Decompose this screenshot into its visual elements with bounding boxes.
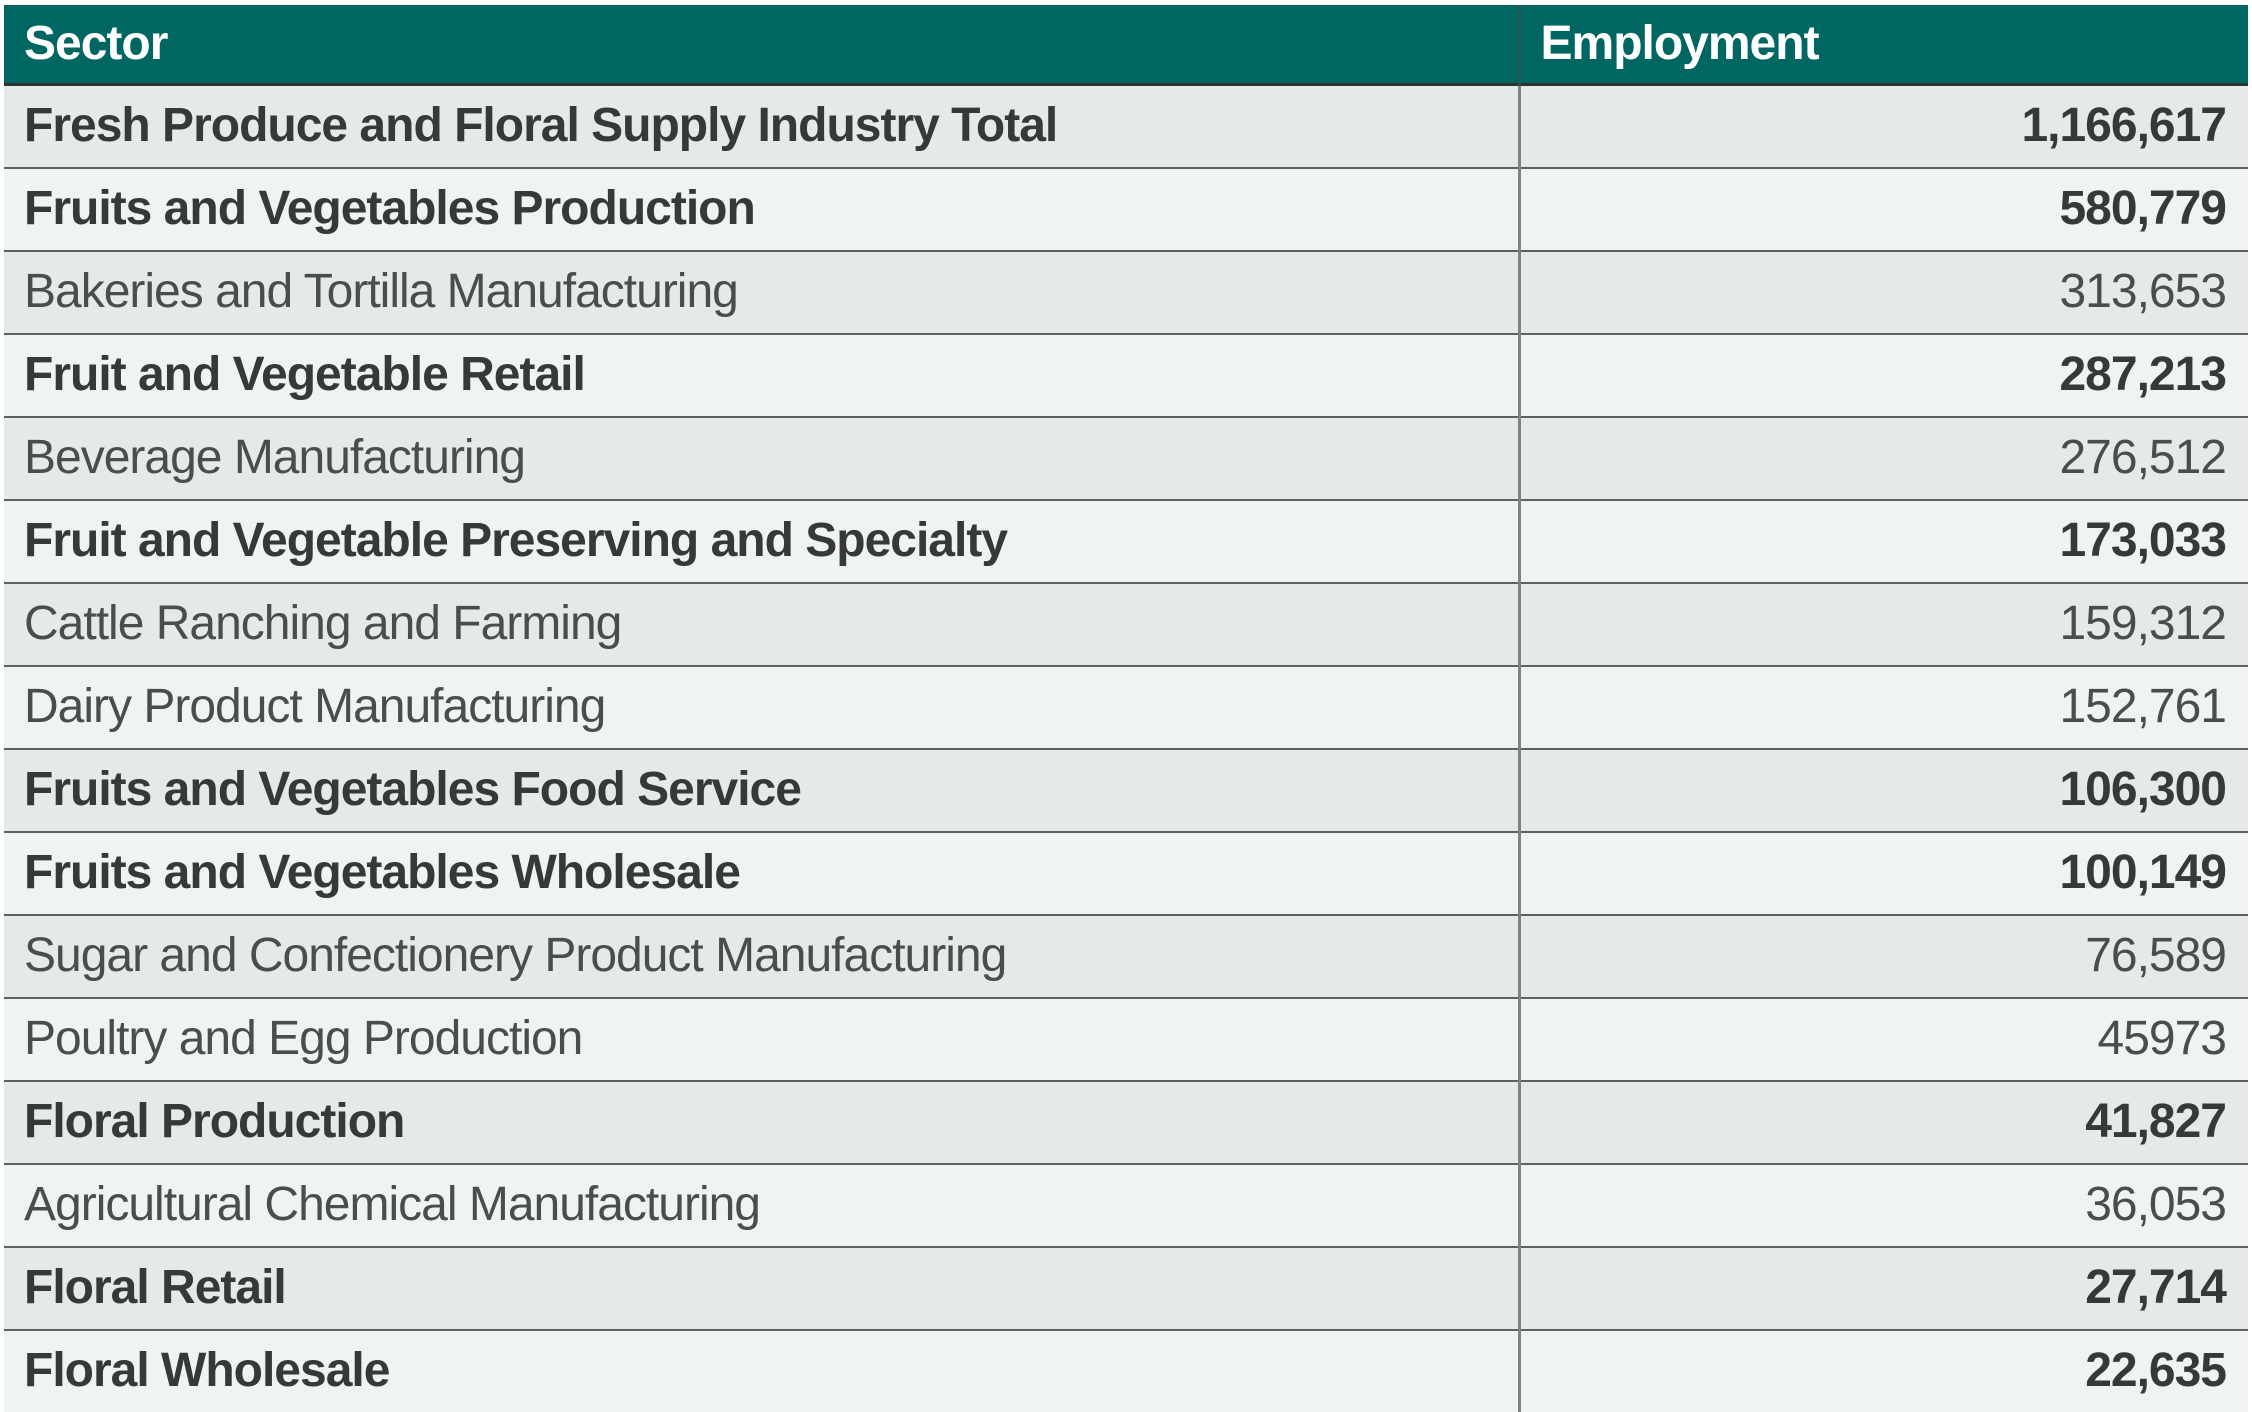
sector-cell: Poultry and Egg Production (4, 998, 1519, 1081)
table-body: Fresh Produce and Floral Supply Industry… (4, 85, 2248, 1412)
sector-cell: Dairy Product Manufacturing (4, 666, 1519, 749)
employment-cell: 1,166,617 (1519, 85, 2248, 169)
sector-cell: Cattle Ranching and Farming (4, 583, 1519, 666)
employment-cell: 76,589 (1519, 915, 2248, 998)
sector-cell: Fresh Produce and Floral Supply Industry… (4, 85, 1519, 169)
employment-cell: 106,300 (1519, 749, 2248, 832)
sector-cell: Sugar and Confectionery Product Manufact… (4, 915, 1519, 998)
sector-cell: Bakeries and Tortilla Manufacturing (4, 251, 1519, 334)
employment-cell: 159,312 (1519, 583, 2248, 666)
employment-cell: 287,213 (1519, 334, 2248, 417)
sector-cell: Beverage Manufacturing (4, 417, 1519, 500)
sector-cell: Floral Wholesale (4, 1330, 1519, 1412)
column-header-employment: Employment (1519, 5, 2248, 85)
sector-cell: Fruits and Vegetables Production (4, 168, 1519, 251)
sector-cell: Agricultural Chemical Manufacturing (4, 1164, 1519, 1247)
employment-cell: 580,779 (1519, 168, 2248, 251)
sector-cell: Floral Retail (4, 1247, 1519, 1330)
employment-cell: 36,053 (1519, 1164, 2248, 1247)
column-header-sector: Sector (4, 5, 1519, 85)
sector-cell: Fruits and Vegetables Food Service (4, 749, 1519, 832)
table-row: Fruit and Vegetable Preserving and Speci… (4, 500, 2248, 583)
employment-table: Sector Employment Fresh Produce and Flor… (4, 5, 2248, 1412)
sector-cell: Fruits and Vegetables Wholesale (4, 832, 1519, 915)
sector-cell: Fruit and Vegetable Preserving and Speci… (4, 500, 1519, 583)
sector-cell: Fruit and Vegetable Retail (4, 334, 1519, 417)
employment-cell: 313,653 (1519, 251, 2248, 334)
table-row: Fresh Produce and Floral Supply Industry… (4, 85, 2248, 169)
employment-cell: 152,761 (1519, 666, 2248, 749)
employment-cell: 100,149 (1519, 832, 2248, 915)
header-row: Sector Employment (4, 5, 2248, 85)
employment-cell: 22,635 (1519, 1330, 2248, 1412)
employment-cell: 27,714 (1519, 1247, 2248, 1330)
employment-cell: 173,033 (1519, 500, 2248, 583)
employment-cell: 41,827 (1519, 1081, 2248, 1164)
employment-cell: 45973 (1519, 998, 2248, 1081)
table-row: Sugar and Confectionery Product Manufact… (4, 915, 2248, 998)
employment-cell: 276,512 (1519, 417, 2248, 500)
sector-cell: Floral Production (4, 1081, 1519, 1164)
